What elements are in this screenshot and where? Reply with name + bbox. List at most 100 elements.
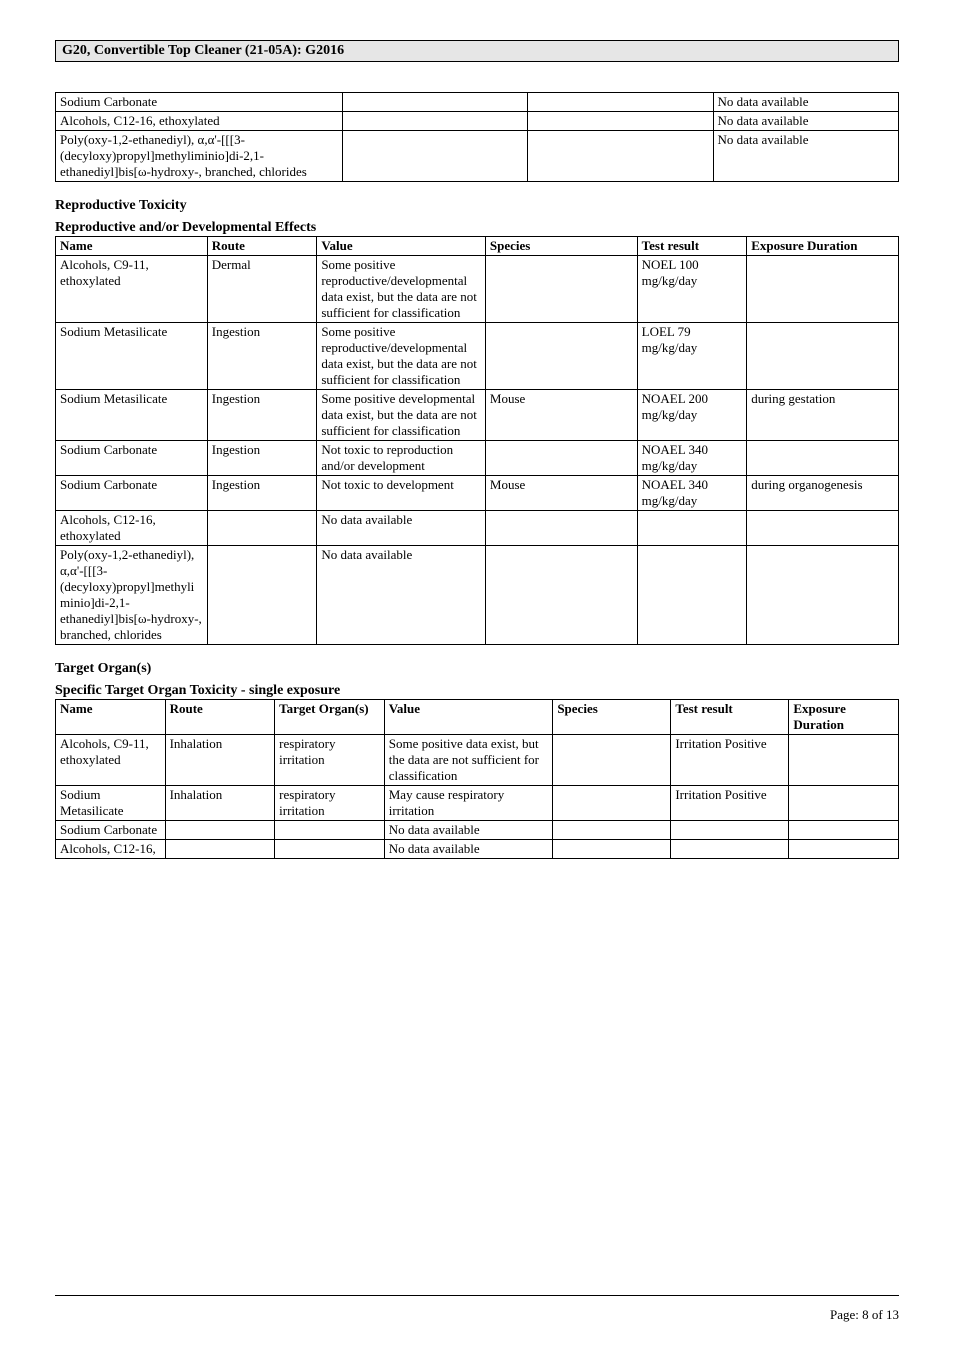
col-header: Value <box>317 237 486 256</box>
table-cell: No data available <box>713 93 898 112</box>
col-header: Value <box>384 700 553 735</box>
repro-heading: Reproductive Toxicity <box>55 198 899 214</box>
table-cell: respiratory irritation <box>275 786 385 821</box>
table-cell <box>637 546 747 645</box>
col-header: Species <box>485 237 637 256</box>
table-cell: Poly(oxy-1,2-ethanediyl), α,α'-[[[3-(dec… <box>56 131 343 182</box>
table-cell: Alcohols, C12-16, <box>56 840 166 859</box>
table-cell: Sodium Carbonate <box>56 821 166 840</box>
table-cell: Alcohols, C12-16, ethoxylated <box>56 112 343 131</box>
table-cell <box>485 511 637 546</box>
table-cell <box>207 546 317 645</box>
table-cell <box>747 323 899 390</box>
table-cell: Mouse <box>485 390 637 441</box>
target-heading: Target Organ(s) <box>55 661 899 677</box>
table-cell <box>342 112 527 131</box>
table-cell: Sodium Carbonate <box>56 93 343 112</box>
table-cell: Alcohols, C12-16, ethoxylated <box>56 511 208 546</box>
table-cell: during gestation <box>747 390 899 441</box>
table-cell: No data available <box>384 840 553 859</box>
table-cell: Irritation Positive <box>671 786 789 821</box>
table-cell: Inhalation <box>165 786 275 821</box>
table-row: Sodium Carbonate No data available <box>56 93 899 112</box>
col-header: Species <box>553 700 671 735</box>
table-cell: Ingestion <box>207 323 317 390</box>
repro-table: NameRouteValueSpeciesTest resultExposure… <box>55 236 899 645</box>
table-cell: NOAEL 340 mg/kg/day <box>637 441 747 476</box>
table-row: Sodium MetasilicateIngestionSome positiv… <box>56 390 899 441</box>
table-cell <box>165 840 275 859</box>
table-cell: Alcohols, C9-11, ethoxylated <box>56 256 208 323</box>
table-cell: No data available <box>713 131 898 182</box>
table-cell: during organogenesis <box>747 476 899 511</box>
table-row: Sodium CarbonateIngestionNot toxic to re… <box>56 441 899 476</box>
table-cell: Sodium Carbonate <box>56 441 208 476</box>
table-cell: Poly(oxy-1,2-ethanediyl), α,α'-[[[3-(dec… <box>56 546 208 645</box>
table-row: Sodium CarbonateIngestionNot toxic to de… <box>56 476 899 511</box>
table-cell <box>275 840 385 859</box>
table-cell <box>789 821 899 840</box>
doc-title: G20, Convertible Top Cleaner (21-05A): G… <box>62 43 344 58</box>
col-header: Target Organ(s) <box>275 700 385 735</box>
table-cell: Not toxic to reproduction and/or develop… <box>317 441 486 476</box>
table-cell <box>747 511 899 546</box>
table-cell: NOEL 100 mg/kg/day <box>637 256 747 323</box>
table-cell: Some positive reproductive/developmental… <box>317 323 486 390</box>
table-cell <box>553 735 671 786</box>
table-cell: Sodium Metasilicate <box>56 786 166 821</box>
table-cell <box>528 131 713 182</box>
table-cell: NOAEL 340 mg/kg/day <box>637 476 747 511</box>
col-header: Name <box>56 700 166 735</box>
table-cell: No data available <box>317 511 486 546</box>
table-cell <box>528 112 713 131</box>
table-cell <box>342 93 527 112</box>
table-cell: Irritation Positive <box>671 735 789 786</box>
col-header: Exposure Duration <box>789 700 899 735</box>
col-header: Test result <box>637 237 747 256</box>
table-cell: May cause respiratory irritation <box>384 786 553 821</box>
table-cell: NOAEL 200 mg/kg/day <box>637 390 747 441</box>
table-row: Sodium CarbonateNo data available <box>56 821 899 840</box>
table-row: Sodium MetasilicateInhalationrespiratory… <box>56 786 899 821</box>
table-cell <box>275 821 385 840</box>
table-cell: Ingestion <box>207 390 317 441</box>
table-cell: respiratory irritation <box>275 735 385 786</box>
table-cell: Sodium Metasilicate <box>56 323 208 390</box>
table-row: Alcohols, C9-11, ethoxylatedInhalationre… <box>56 735 899 786</box>
table-cell <box>671 821 789 840</box>
table-cell: No data available <box>317 546 486 645</box>
col-header: Exposure Duration <box>747 237 899 256</box>
table-row: Poly(oxy-1,2-ethanediyl), α,α'-[[[3-(dec… <box>56 546 899 645</box>
table-cell: Not toxic to development <box>317 476 486 511</box>
table-cell <box>747 441 899 476</box>
col-header: Route <box>207 237 317 256</box>
page-number: Page: 8 of 13 <box>830 1307 899 1323</box>
table-cell <box>747 256 899 323</box>
table-row: Alcohols, C9-11, ethoxylatedDermalSome p… <box>56 256 899 323</box>
col-header: Test result <box>671 700 789 735</box>
table-cell <box>485 323 637 390</box>
table-cell <box>789 735 899 786</box>
table-cell: Mouse <box>485 476 637 511</box>
table-row: Poly(oxy-1,2-ethanediyl), α,α'-[[[3-(dec… <box>56 131 899 182</box>
table-row: Alcohols, C12-16, No data available <box>56 840 899 859</box>
table-cell: Alcohols, C9-11, ethoxylated <box>56 735 166 786</box>
table-row: Alcohols, C12-16, ethoxylatedNo data ava… <box>56 112 899 131</box>
table-cell <box>553 840 671 859</box>
table-cell: Ingestion <box>207 476 317 511</box>
repro-subheading: Reproductive and/or Developmental Effect… <box>55 220 899 236</box>
doc-header: G20, Convertible Top Cleaner (21-05A): G… <box>55 40 899 62</box>
col-header: Name <box>56 237 208 256</box>
table-cell <box>485 546 637 645</box>
top-table: Sodium CarbonateNo data availableAlcohol… <box>55 92 899 182</box>
col-header: Route <box>165 700 275 735</box>
table-cell <box>747 546 899 645</box>
table-cell: Inhalation <box>165 735 275 786</box>
table-cell <box>165 821 275 840</box>
table-cell <box>207 511 317 546</box>
table-cell: Some positive developmental data exist, … <box>317 390 486 441</box>
table-cell <box>789 786 899 821</box>
table-row: Alcohols, C12-16, ethoxylated No data ava… <box>56 511 899 546</box>
table-cell <box>789 840 899 859</box>
table-row: Sodium MetasilicateIngestionSome positiv… <box>56 323 899 390</box>
